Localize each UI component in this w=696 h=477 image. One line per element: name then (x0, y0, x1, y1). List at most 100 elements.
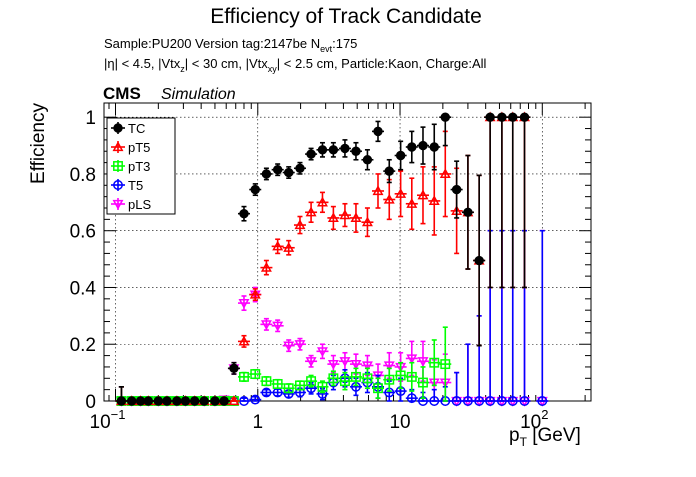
marker (295, 380, 305, 391)
marker (228, 395, 240, 406)
data-point (305, 374, 318, 388)
data-point (260, 317, 273, 331)
subtitle-line-2: |η| < 4.5, |Vtxz| < 30 cm, |Vtxxy| < 2.5… (104, 56, 487, 74)
data-point (249, 288, 262, 302)
data-point (428, 339, 441, 387)
legend-item-t5: T5 (111, 178, 143, 193)
data-point (316, 191, 329, 214)
data-point (349, 367, 362, 387)
marker (283, 341, 295, 352)
subtitle-line-1: Sample:PU200 Version tag:2147be Nevt:175 (104, 36, 357, 54)
data-point (405, 177, 418, 231)
data-point (536, 229, 549, 406)
marker (250, 184, 260, 195)
marker (519, 112, 530, 122)
marker (162, 396, 172, 406)
marker (428, 195, 440, 206)
data-point (316, 380, 329, 394)
marker (272, 379, 283, 389)
marker (474, 396, 485, 406)
x-tick-label: 10 (389, 412, 410, 433)
legend-item-pt3: pT3 (111, 159, 150, 174)
marker (272, 164, 283, 175)
marker (462, 396, 473, 406)
data-point (198, 396, 211, 406)
marker (317, 381, 328, 392)
marker (210, 396, 220, 406)
marker (507, 396, 518, 406)
marker (340, 143, 350, 154)
data-point (371, 377, 384, 399)
marker (508, 112, 518, 122)
data-point (327, 205, 340, 231)
marker (383, 361, 395, 372)
marker (395, 150, 406, 161)
marker (406, 371, 417, 382)
data-point (416, 126, 429, 165)
marker (116, 396, 127, 406)
marker (361, 361, 373, 372)
data-point (338, 139, 351, 158)
marker (294, 340, 306, 350)
marker (384, 374, 395, 385)
data-point (282, 383, 295, 394)
data-point (249, 368, 262, 380)
marker (361, 216, 373, 227)
marker (306, 376, 317, 387)
data-point (473, 174, 486, 347)
data-marks (115, 111, 549, 407)
marker (305, 206, 317, 217)
data-point (237, 295, 250, 311)
data-point (271, 387, 284, 398)
legend-marker (113, 180, 123, 190)
data-point (305, 147, 318, 161)
marker (429, 357, 440, 368)
marker (429, 396, 440, 406)
data-point (249, 394, 262, 405)
data-point (227, 395, 240, 406)
marker (261, 376, 272, 387)
data-point (394, 140, 407, 171)
legend-label: pT5 (128, 140, 150, 155)
marker (327, 359, 339, 370)
data-point (371, 120, 384, 143)
marker (317, 347, 328, 358)
legend-item-tc: TC (111, 121, 145, 136)
data-point (450, 160, 463, 219)
data-point (237, 396, 250, 406)
marker (406, 393, 417, 404)
marker (373, 126, 383, 137)
marker (272, 240, 284, 251)
y-axis-title: Efficiency (28, 103, 49, 184)
legend: TC pT5 pT3 T5 pLS (106, 117, 176, 215)
data-point (282, 339, 295, 353)
marker (418, 140, 428, 151)
marker (250, 369, 261, 379)
data-point (450, 371, 463, 406)
marker (294, 219, 306, 230)
marker (406, 354, 418, 365)
data-point (405, 361, 418, 392)
data-point (416, 166, 429, 225)
marker (519, 396, 530, 406)
marker (497, 112, 507, 122)
legend-marker (112, 199, 124, 210)
data-point (338, 202, 351, 228)
marker (339, 376, 350, 387)
y-tick-label: 0 (85, 392, 96, 413)
data-point (349, 141, 362, 161)
data-point (439, 326, 452, 402)
marker (261, 169, 272, 179)
legend-marker (113, 123, 123, 133)
marker (439, 168, 451, 179)
marker (249, 288, 261, 299)
data-point (394, 170, 407, 218)
marker (199, 396, 209, 406)
data-point (237, 334, 250, 348)
legend-label: TC (128, 121, 145, 136)
y-tick-label: 0.4 (70, 278, 97, 299)
marker (537, 396, 548, 406)
legend-label: pT3 (128, 159, 150, 174)
marker (463, 207, 473, 217)
